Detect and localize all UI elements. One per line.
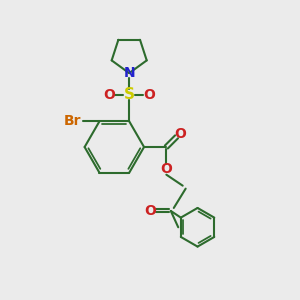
Text: O: O xyxy=(174,127,186,141)
Text: O: O xyxy=(143,88,155,101)
Text: O: O xyxy=(103,88,115,101)
Text: Br: Br xyxy=(64,114,82,128)
Text: O: O xyxy=(144,204,156,218)
Text: S: S xyxy=(124,87,135,102)
Text: N: N xyxy=(123,66,135,80)
Text: O: O xyxy=(160,162,172,176)
